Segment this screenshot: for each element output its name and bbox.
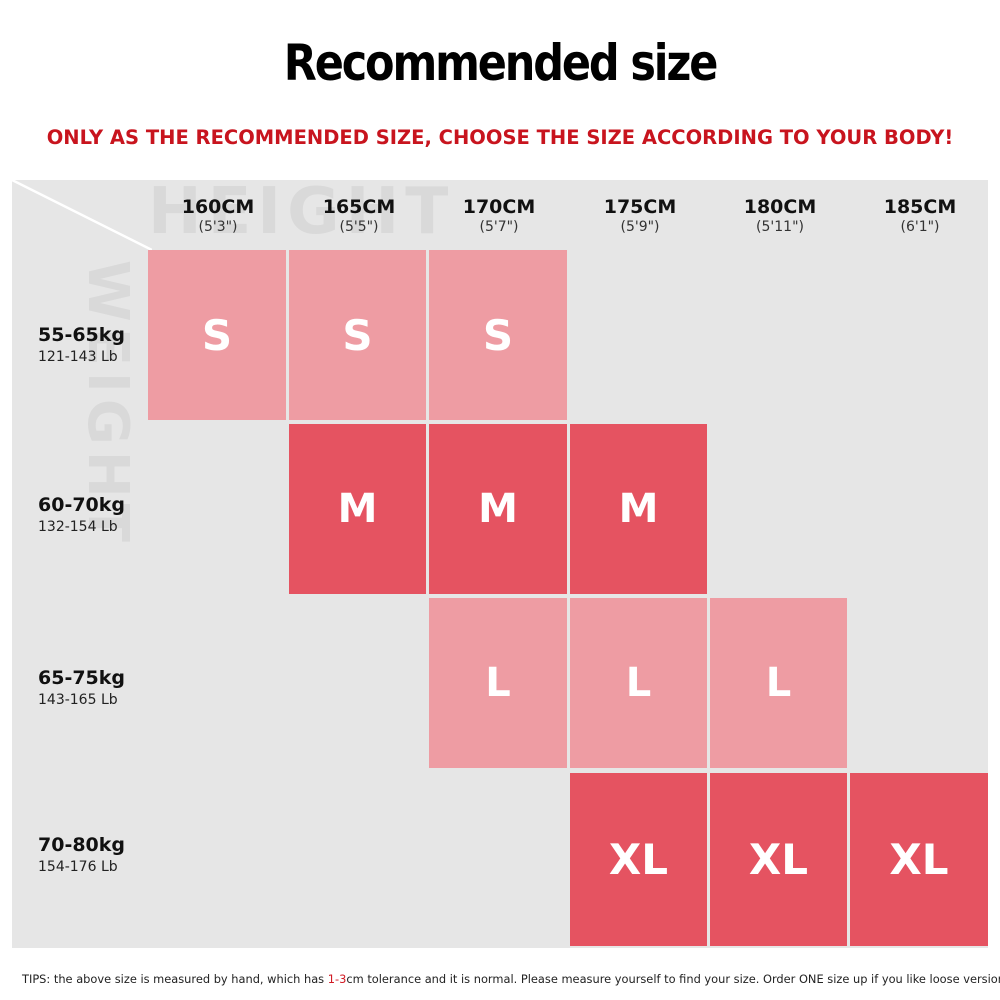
row-weight-kg: 70-80kg [38,834,126,856]
column-height-cm: 160CM [181,196,255,218]
size-cell-l: L [570,598,707,768]
empty-cell [850,424,988,594]
column-header-165: 165CM (5'5") [289,196,429,244]
empty-cell [429,773,567,946]
row-weight-kg: 55-65kg [38,324,126,346]
weight-watermark: WEIGHT [76,260,140,548]
page-title: Recommended size [283,34,719,92]
empty-cell [850,250,988,420]
tips-tolerance: 1-3 [327,972,347,986]
size-cell-m: M [570,424,707,594]
column-height-cm: 180CM [743,196,817,218]
empty-cell [710,250,847,420]
row-weight-kg: 60-70kg [38,494,126,516]
column-height-cm: 170CM [462,196,536,218]
row-weight-lb: 154-176 Lb [38,859,118,875]
size-cell-xl: XL [710,773,847,946]
column-header-160: 160CM (5'3") [148,196,288,244]
size-cell-s: S [148,250,286,420]
empty-cell [148,598,286,768]
row-weight-lb: 132-154 Lb [38,519,118,535]
empty-cell [289,773,426,946]
column-height-cm: 175CM [603,196,677,218]
size-cell-l: L [710,598,847,768]
row-weight-lb: 143-165 Lb [38,692,118,708]
column-height-ft: (5'5") [339,219,379,235]
column-height-ft: (6'1") [900,219,940,235]
size-cell-s: S [429,250,567,420]
empty-cell [148,424,286,594]
size-cell-m: M [289,424,426,594]
row-weight-lb: 121-143 Lb [38,349,118,365]
column-height-cm: 165CM [322,196,396,218]
corner-diagonal-divider [12,180,152,250]
row-header-65-75: 65-75kg 143-165 Lb [38,666,148,714]
column-header-180: 180CM (5'11") [710,196,850,244]
column-height-ft: (5'9") [620,219,660,235]
size-cell-s: S [289,250,426,420]
empty-cell [710,424,847,594]
page-subtitle: ONLY AS THE RECOMMENDED SIZE, CHOOSE THE… [46,126,954,149]
size-cell-m: M [429,424,567,594]
column-header-170: 170CM (5'7") [429,196,569,244]
empty-cell [289,598,426,768]
size-cell-xl: XL [850,773,988,946]
empty-cell [570,250,707,420]
column-height-ft: (5'3") [198,219,238,235]
tips-note: TIPS: the above size is measured by hand… [22,968,1000,990]
tips-text-rest: cm tolerance and it is normal. Please me… [346,972,1000,986]
row-weight-kg: 65-75kg [38,667,126,689]
tips-text: TIPS: the above size is measured by hand… [22,972,328,986]
column-height-cm: 185CM [883,196,957,218]
column-height-ft: (5'11") [756,219,804,235]
size-cell-xl: XL [570,773,707,946]
column-height-ft: (5'7") [479,219,519,235]
size-cell-l: L [429,598,567,768]
row-header-60-70: 60-70kg 132-154 Lb [38,493,148,541]
column-header-175: 175CM (5'9") [570,196,710,244]
row-header-70-80: 70-80kg 154-176 Lb [38,833,148,881]
row-header-55-65: 55-65kg 121-143 Lb [38,323,148,371]
empty-cell [148,773,286,946]
height-watermark: HEIGHT [148,175,448,249]
column-header-185: 185CM (6'1") [850,196,990,244]
empty-cell [850,598,988,768]
